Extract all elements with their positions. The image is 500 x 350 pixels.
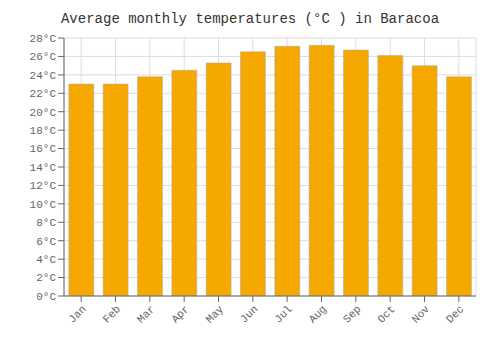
html-text:Average monthly temperatures (: Average monthly temperatures (°C ) in Ba… [61,11,439,27]
svg-text:4°C: 4°C [36,254,56,266]
svg-text:12°C: 12°C [30,180,57,192]
svg-text:Sep: Sep [341,303,363,325]
svg-text:Mar: Mar [135,303,157,325]
svg-text:Feb: Feb [101,303,123,325]
svg-text:8°C: 8°C [36,217,56,229]
svg-text:Jan: Jan [66,303,88,325]
svg-text:10°C: 10°C [30,199,57,211]
svg-text:16°C: 16°C [30,143,57,155]
svg-text:May: May [204,303,227,326]
svg-text:2°C: 2°C [36,272,56,284]
svg-text:22°C: 22°C [30,88,57,100]
svg-text:Nov: Nov [410,303,433,326]
svg-text:Oct: Oct [375,303,397,325]
svg-text:26°C: 26°C [30,51,57,63]
svg-text:Jun: Jun [238,303,260,325]
svg-text:Jul: Jul [272,303,294,325]
svg-text:24°C: 24°C [30,70,57,82]
svg-text:Aug: Aug [307,303,329,325]
svg-text:14°C: 14°C [30,162,57,174]
svg-text:Dec: Dec [444,303,466,325]
svg-text:18°C: 18°C [30,125,57,137]
svg-text:28°C: 28°C [30,33,57,45]
svg-text:Apr: Apr [169,303,191,325]
svg-text:6°C: 6°C [36,236,56,248]
svg-text:20°C: 20°C [30,107,57,119]
svg-text:0°C: 0°C [36,291,56,303]
